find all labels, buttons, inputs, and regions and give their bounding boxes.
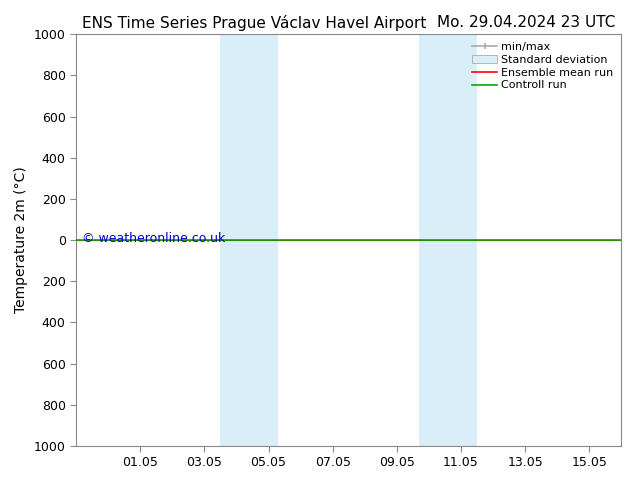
Text: ENS Time Series Prague Václav Havel Airport: ENS Time Series Prague Václav Havel Airp… (82, 15, 427, 31)
Y-axis label: Temperature 2m (°C): Temperature 2m (°C) (14, 167, 29, 314)
Legend: min/max, Standard deviation, Ensemble mean run, Controll run: min/max, Standard deviation, Ensemble me… (470, 40, 616, 93)
Text: © weatheronline.co.uk: © weatheronline.co.uk (82, 232, 225, 245)
Bar (221, 34, 278, 446)
Text: Mo. 29.04.2024 23 UTC: Mo. 29.04.2024 23 UTC (437, 15, 615, 30)
Bar (419, 34, 477, 446)
